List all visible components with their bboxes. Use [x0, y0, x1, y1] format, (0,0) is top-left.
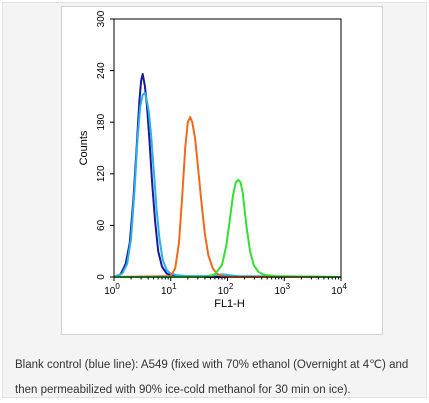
histogram-series-3 [113, 116, 341, 278]
plot-frame [61, 6, 383, 335]
x-tick-label: 103 [274, 282, 290, 297]
histogram-chart: 0 60 120 180 240 300 100 101 102 103 104 FL1-H Cou… [78, 10, 347, 310]
y-tick-label: 240 [96, 62, 107, 79]
y-tick-label: 0 [96, 274, 107, 280]
x-axis-label: FL1-H [214, 298, 245, 310]
y-tick-label: 300 [96, 10, 107, 27]
x-tick-label: 101 [161, 282, 177, 297]
figure-panel: 0 60 120 180 240 300 100 101 102 103 104 FL1-H Cou… [2, 2, 427, 398]
x-tick-label: 104 [331, 282, 347, 297]
x-tick-label: 100 [104, 282, 120, 297]
histogram-series-4 [114, 178, 342, 278]
y-tick-label: 120 [96, 165, 107, 182]
y-tick-label: 60 [96, 219, 107, 231]
y-axis-label: Counts [78, 130, 90, 165]
figure-caption: Blank control (blue line): A549 (fixed w… [15, 359, 409, 396]
y-tick-label: 180 [96, 113, 107, 130]
x-tick-label: 102 [218, 282, 234, 297]
